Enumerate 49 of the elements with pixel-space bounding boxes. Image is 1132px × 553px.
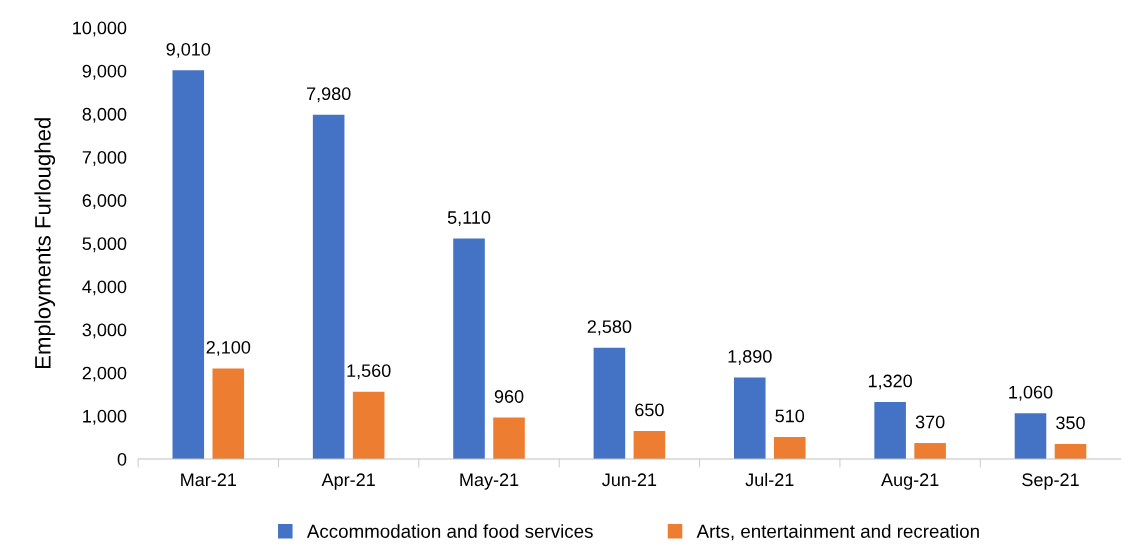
y-tick-label: 9,000	[82, 64, 127, 80]
legend-label: Arts, entertainment and recreation	[696, 524, 979, 541]
data-label: 1,560	[347, 364, 391, 380]
x-tick-label: Apr-21	[321, 473, 375, 490]
y-tick-label: 10,000	[73, 21, 127, 37]
y-tick-label: 5,000	[82, 237, 127, 253]
y-tick-label: 3,000	[82, 323, 127, 339]
data-label: 1,890	[728, 350, 772, 365]
x-tick-label: Sep-21	[1022, 473, 1079, 490]
x-tick-label: Mar-21	[181, 473, 236, 487]
x-tick-label: Aug-21	[881, 473, 939, 490]
y-tick-label: 4,000	[82, 280, 127, 296]
bar	[733, 377, 766, 459]
data-label: 960	[494, 390, 524, 403]
bar	[633, 430, 666, 459]
data-label: 7,980	[306, 87, 351, 103]
bar	[874, 402, 906, 459]
data-label: 5,110	[447, 211, 491, 227]
x-tick-label: May-21	[460, 473, 519, 490]
bar	[453, 238, 485, 459]
data-label: 1,320	[868, 374, 913, 390]
y-tick-label: 0	[117, 452, 127, 466]
data-label: 650	[635, 403, 664, 417]
y-tick-label: 2,000	[82, 366, 127, 382]
data-label: 2,100	[206, 340, 251, 356]
x-tick-label: Jul-21	[745, 472, 794, 487]
bar	[493, 417, 525, 459]
data-label: 350	[1056, 416, 1085, 430]
bar	[1014, 413, 1047, 459]
data-label: 1,060	[1009, 385, 1053, 401]
bar	[593, 347, 626, 459]
y-tick-label: 1,000	[83, 409, 127, 425]
bar	[914, 443, 946, 459]
y-tick-label: 6,000	[82, 194, 127, 210]
data-label: 9,010	[166, 42, 211, 58]
bar	[1054, 443, 1087, 459]
data-label: 2,580	[587, 320, 632, 336]
y-tick-label: 8,000	[82, 107, 127, 123]
y-axis-title: Employments Furloughed	[34, 118, 56, 369]
bar	[312, 114, 345, 459]
bar	[773, 436, 806, 459]
data-label: 510	[775, 409, 805, 423]
bar	[352, 391, 385, 459]
bar	[212, 368, 245, 459]
x-tick-label: Jun-21	[602, 473, 657, 487]
y-tick-label: 7,000	[82, 150, 127, 166]
legend-label: Accommodation and food services	[306, 524, 593, 538]
data-label: 370	[915, 415, 945, 429]
bar	[172, 70, 205, 459]
